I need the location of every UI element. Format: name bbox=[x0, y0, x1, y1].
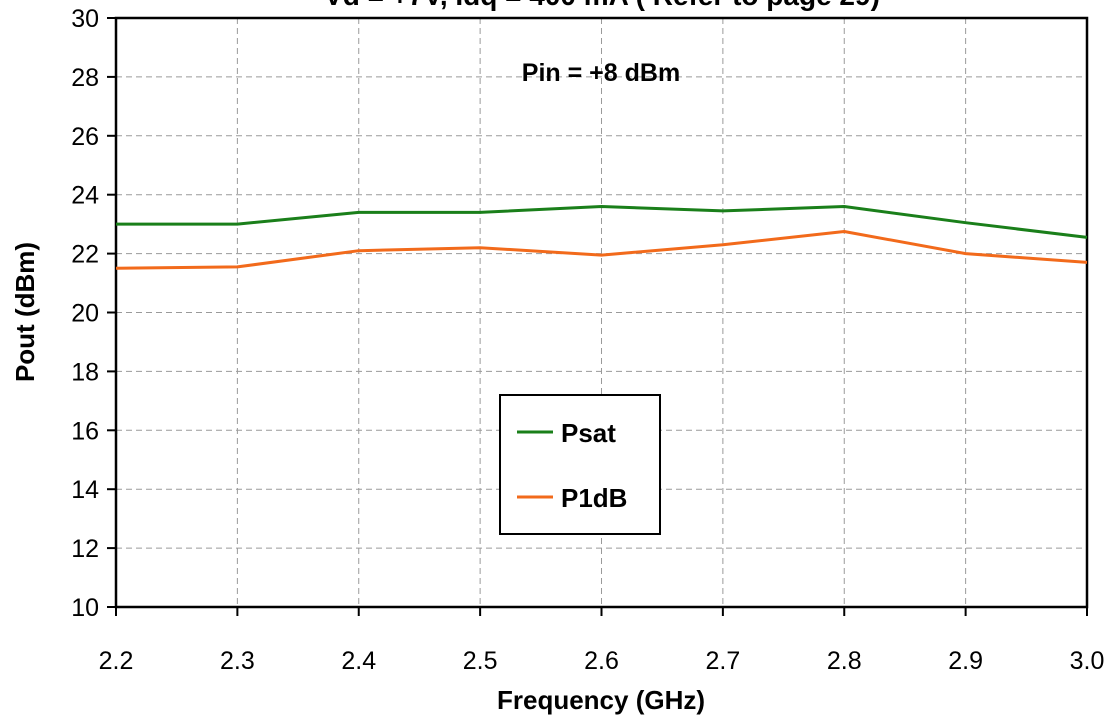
x-tick-label: 3.0 bbox=[1070, 647, 1105, 675]
legend: Psat P1dB bbox=[499, 394, 661, 535]
y-tick-label: 30 bbox=[71, 5, 99, 33]
y-tick-label: 14 bbox=[71, 476, 99, 504]
y-tick-label: 28 bbox=[71, 64, 99, 92]
x-tick-label: 2.5 bbox=[463, 647, 498, 675]
x-tick-label: 2.9 bbox=[948, 647, 983, 675]
series-lines bbox=[115, 205, 1088, 270]
y-tick-label: 18 bbox=[71, 358, 99, 386]
x-tick-label: 2.8 bbox=[827, 647, 862, 675]
y-tick-label: 24 bbox=[71, 182, 99, 210]
x-tick-label: 2.7 bbox=[705, 647, 740, 675]
x-axis-label: Frequency (GHz) bbox=[497, 685, 705, 715]
x-tick-labels: 2.2 2.3 2.4 2.5 2.6 2.7 2.8 2.9 3.0 bbox=[99, 647, 1105, 675]
y-tick-label: 12 bbox=[71, 535, 99, 563]
x-tick-label: 2.4 bbox=[341, 647, 376, 675]
y-tick-label: 22 bbox=[71, 241, 99, 269]
pin-annotation: Pin = +8 dBm bbox=[522, 59, 680, 87]
y-tick-label: 16 bbox=[71, 417, 99, 445]
legend-box bbox=[499, 394, 661, 535]
axis-ticks bbox=[107, 17, 1088, 616]
chart-title: Vd = +7V, Idq = 400 mA ( Refer to page 2… bbox=[324, 0, 880, 11]
legend-label-psat: Psat bbox=[561, 418, 616, 448]
y-tick-label: 26 bbox=[71, 123, 99, 151]
legend-label-p1db: P1dB bbox=[561, 483, 627, 513]
y-tick-label: 10 bbox=[71, 594, 99, 622]
y-tick-labels: 10 12 14 16 18 20 22 24 26 28 30 bbox=[71, 5, 99, 622]
x-tick-label: 2.6 bbox=[584, 647, 619, 675]
x-tick-label: 2.2 bbox=[99, 647, 134, 675]
series-line-psat bbox=[116, 205, 1088, 239]
y-tick-label: 20 bbox=[71, 300, 99, 328]
series-line-p1db bbox=[115, 230, 1088, 270]
x-tick-label: 2.3 bbox=[220, 647, 255, 675]
y-axis-label: Pout (dBm) bbox=[10, 242, 40, 382]
